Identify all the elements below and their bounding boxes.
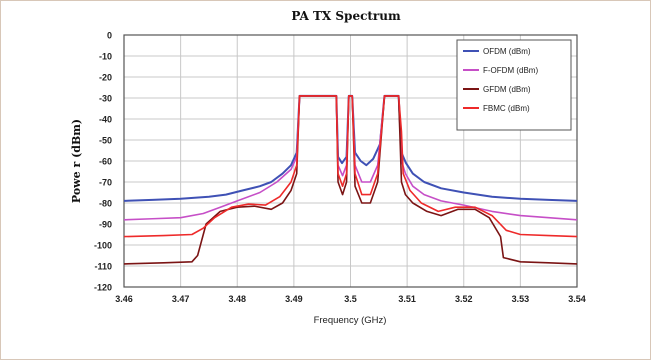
- y-tick-label: -110: [94, 262, 112, 272]
- x-tick-label: 3.54: [568, 294, 586, 304]
- y-tick-label: -10: [99, 52, 112, 62]
- x-tick-label: 3.51: [398, 294, 416, 304]
- x-axis-label: Frequency (GHz): [314, 315, 387, 326]
- y-tick-label: -30: [99, 94, 112, 104]
- x-tick-label: 3.48: [228, 294, 246, 304]
- legend-label: OFDM (dBm): [483, 47, 531, 56]
- x-tick-label: 3.52: [455, 294, 473, 304]
- y-tick-label: -60: [99, 157, 112, 167]
- series-lines: [123, 94, 578, 265]
- series-line-fbmc-dbm: [123, 95, 578, 238]
- y-tick-label: -100: [94, 241, 112, 251]
- x-tick-label: 3.47: [172, 294, 190, 304]
- y-tick-label: -40: [99, 115, 112, 125]
- chart-title: PA TX Spectrum: [291, 9, 401, 23]
- legend: OFDM (dBm) F-OFDM (dBm) GFDM (dBm) FBMC (dB…: [456, 39, 572, 131]
- x-tick-label: 3.5: [344, 294, 357, 304]
- x-tick-label: 3.49: [285, 294, 303, 304]
- x-tick-label: 3.53: [512, 294, 530, 304]
- legend-label: GFDM (dBm): [483, 85, 531, 94]
- plot-area: [123, 34, 578, 288]
- legend-label: F-OFDM (dBm): [483, 66, 538, 75]
- legend-label: FBMC (dBm): [483, 104, 530, 113]
- y-axis-label: Powe r (dBm): [70, 119, 83, 203]
- y-tick-label: -70: [99, 178, 112, 188]
- y-tick-label: -120: [94, 283, 112, 293]
- y-tick-label: -20: [99, 73, 112, 83]
- y-tick-label: -80: [99, 199, 112, 209]
- y-tick-label: 0: [107, 31, 112, 41]
- x-tick-label: 3.46: [115, 294, 133, 304]
- y-tick-label: -50: [99, 136, 112, 146]
- legend-box: [456, 39, 572, 131]
- y-tick-label: -90: [99, 220, 112, 230]
- tick-labels: 3.46 3.47 3.48 3.49 3.5 3.51 3.52 3.53 3.54 0 -10 -…: [94, 31, 586, 305]
